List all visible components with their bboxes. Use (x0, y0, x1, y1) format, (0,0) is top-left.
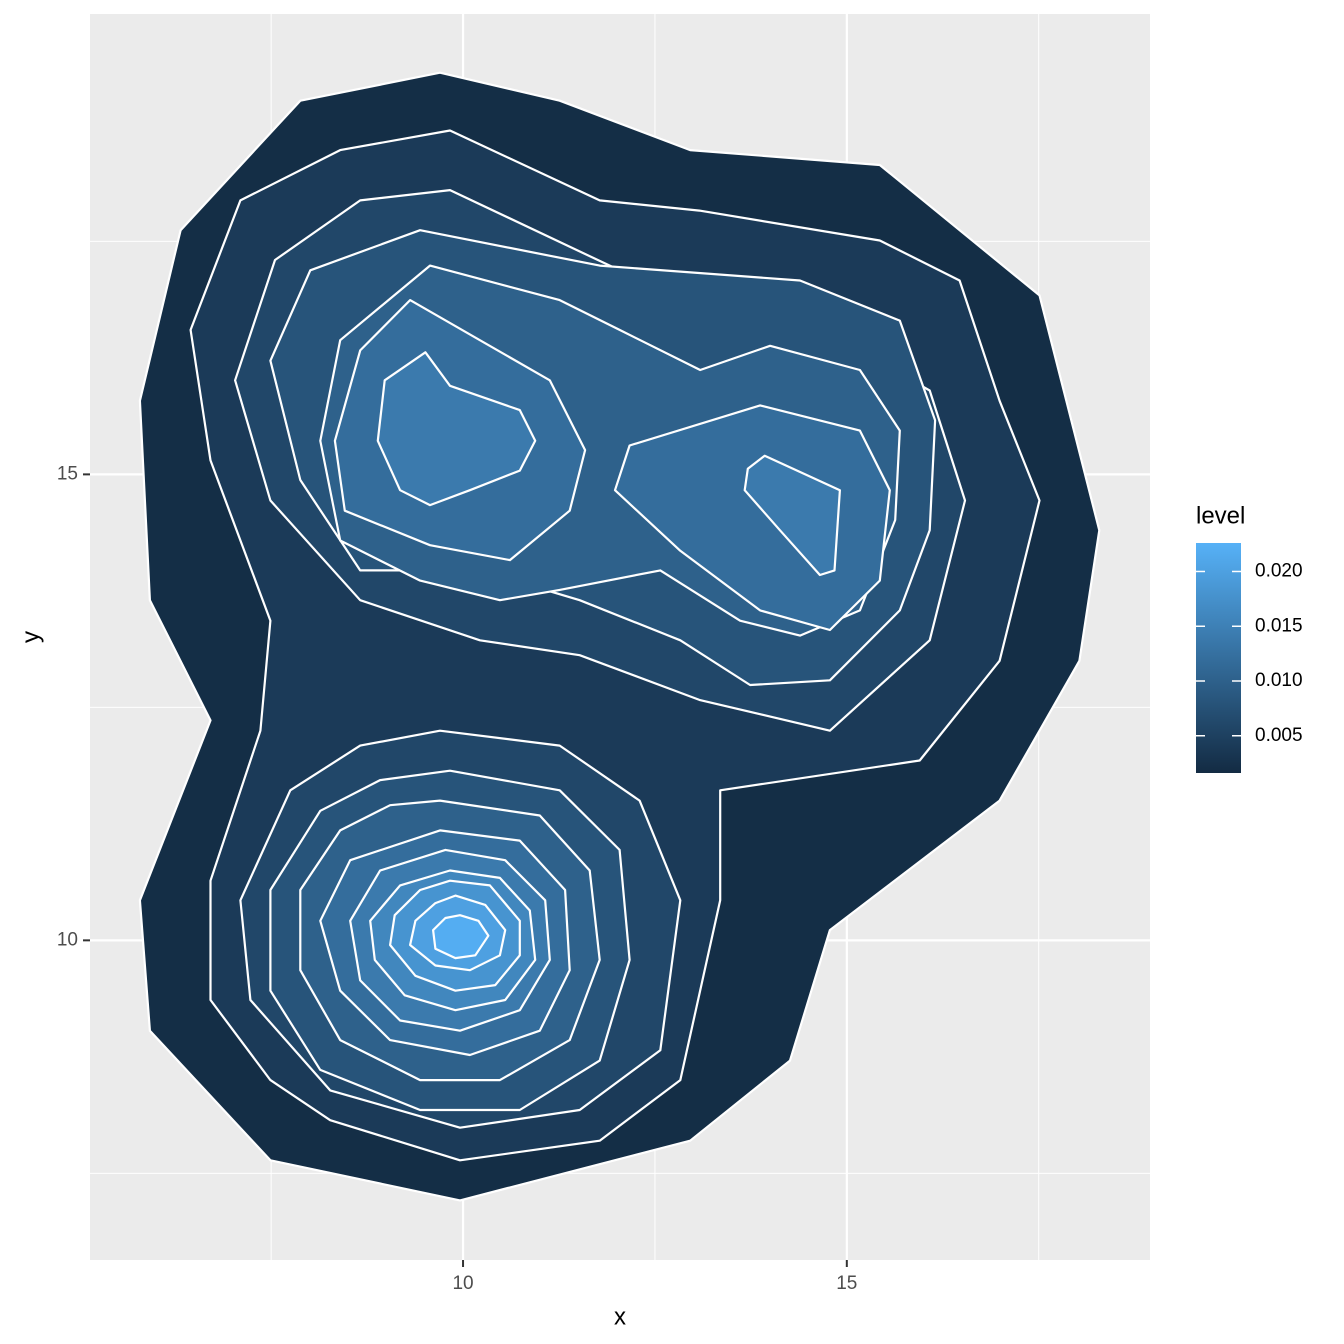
contours (138, 71, 1101, 1202)
x-tick-label: 10 (452, 1273, 473, 1294)
contour-band (743, 454, 841, 577)
y-axis-title: y (17, 631, 44, 643)
contour-band (432, 914, 490, 960)
colorbar (1196, 543, 1241, 773)
colorbar-label: 0.020 (1255, 560, 1303, 581)
x-axis-title: x (614, 1303, 626, 1330)
y-tick-label: 15 (57, 463, 78, 484)
colorbar-label: 0.015 (1255, 615, 1303, 636)
contour-band (376, 351, 537, 507)
y-tick-label: 10 (57, 929, 78, 950)
legend: 0.005 0.010 0.015 0.020 (1196, 543, 1303, 773)
colorbar-label: 0.005 (1255, 725, 1303, 746)
legend-title: level (1196, 502, 1245, 529)
colorbar-label: 0.010 (1255, 670, 1303, 691)
axes: 10 15 10 15 (57, 463, 858, 1294)
x-tick-label: 15 (836, 1273, 857, 1294)
